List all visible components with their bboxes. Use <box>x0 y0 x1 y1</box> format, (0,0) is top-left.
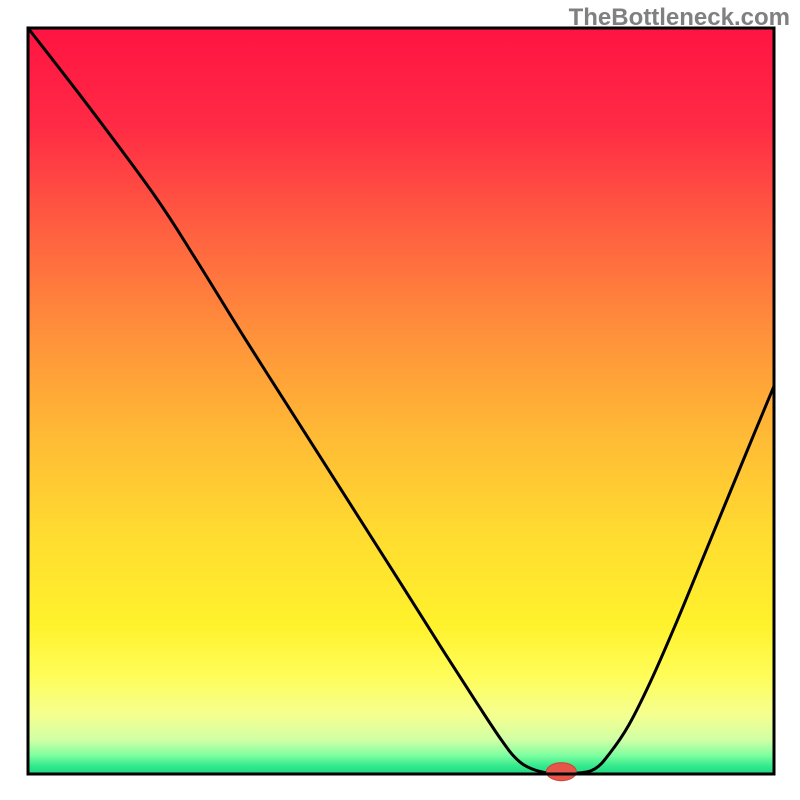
chart-background <box>28 28 774 774</box>
watermark-text: TheBottleneck.com <box>569 4 790 32</box>
optimal-point-marker <box>546 763 576 781</box>
chart-container: TheBottleneck.com <box>0 0 800 800</box>
bottleneck-curve-chart <box>0 0 800 800</box>
